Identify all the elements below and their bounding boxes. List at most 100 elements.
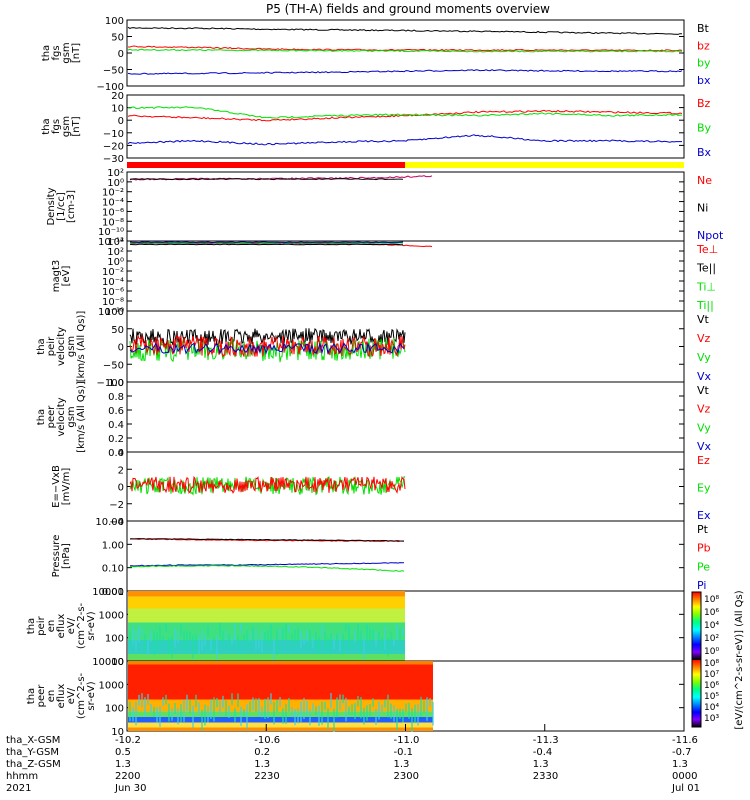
spectro-streak	[240, 623, 242, 634]
colorbar-tick: 10⁴	[704, 621, 719, 631]
colorbar-tick: 10⁶	[704, 608, 719, 618]
y-axis-label: [nT]	[71, 116, 82, 136]
spectro-band	[128, 722, 433, 728]
spectro-streak	[270, 624, 272, 646]
legend-pt: Pt	[697, 523, 709, 536]
spectro-streak	[192, 635, 194, 659]
panel-vi: 100 50 0 −50 −100 tha peir velocity gsm [km/s (Al…	[36, 307, 712, 389]
series-ez	[129, 475, 406, 494]
spectro-streak	[225, 630, 227, 641]
y-axis-label: eV/	[66, 617, 77, 634]
spectro-streak	[279, 697, 281, 707]
footer-value: 1.3	[254, 759, 270, 770]
y-tick-label: 10⁻⁸	[102, 297, 124, 308]
spectro-band	[128, 654, 405, 661]
colorbar-tick: 10⁸	[704, 659, 719, 669]
footer-value: 1.3	[533, 759, 549, 770]
y-tick-label: 0.10	[102, 564, 124, 575]
spectro-streak	[360, 697, 362, 719]
colorbar-tick: 10⁷	[704, 670, 719, 680]
spectro-streak	[267, 630, 269, 643]
footer-value: -11.0	[394, 735, 420, 746]
series-ti	[129, 242, 404, 244]
y-tick-label: 10⁻⁶	[102, 287, 124, 298]
spectro-streak	[240, 706, 242, 726]
y-axis-label: gsm	[66, 336, 77, 357]
spectro-streak	[318, 705, 320, 726]
spectro-streak	[147, 693, 149, 705]
footer-value: Jun 30	[114, 783, 147, 794]
spectro-streak	[156, 632, 158, 653]
spectro-streak	[345, 697, 347, 722]
spectro-streak	[171, 636, 173, 659]
y-axis-label: E=−VxB	[51, 465, 62, 508]
spectro-streak	[198, 636, 200, 654]
spectro-streak	[369, 627, 371, 649]
legend-te: Te||	[696, 262, 716, 275]
orbit-bar-red	[127, 162, 405, 168]
spectro-streak	[228, 705, 230, 718]
spectro-streak	[303, 636, 305, 645]
y-tick-label: 50	[111, 325, 124, 336]
spectro-streak	[396, 624, 398, 641]
spectro-streak	[333, 708, 335, 732]
colorbar-label: [eV/(cm^2-s-sr-eV)] (All Qs)	[734, 590, 745, 729]
spectro-streak	[369, 704, 371, 716]
spectro-streak	[195, 694, 197, 708]
spectro-streak	[165, 623, 167, 633]
spectro-streak	[255, 698, 257, 712]
legend-by: by	[697, 57, 711, 70]
panel-spec_i: 10000 1000 100 10 tha peir en eflux eV/(cm^2-s-s…	[26, 587, 685, 668]
spectro-streak	[204, 704, 206, 726]
legend-te: Te⊥	[696, 243, 718, 256]
spectro-streak	[177, 707, 179, 725]
spectro-streak	[306, 700, 308, 715]
y-tick-label: −50	[103, 66, 124, 77]
spectro-streak	[168, 703, 170, 722]
y-axis-label: eflux	[56, 684, 67, 709]
y-axis-label: velocity	[56, 327, 67, 366]
spectro-streak	[279, 628, 281, 640]
spectro-streak	[390, 631, 392, 641]
spectro-streak	[138, 694, 140, 706]
y-axis-label: gsm	[66, 406, 77, 427]
footer-row-label: tha_Z-GSM	[6, 759, 61, 770]
spectro-streak	[318, 636, 320, 655]
spectro-streak	[216, 635, 218, 660]
y-axis-label: eV/	[66, 687, 77, 704]
spectro-streak	[273, 702, 275, 725]
spectro-streak	[420, 696, 422, 717]
spectro-streak	[147, 638, 149, 656]
y-axis-label: [1/cc]	[56, 192, 67, 221]
spectro-streak	[174, 703, 176, 715]
series-by	[127, 48, 683, 53]
spectro-streak	[393, 639, 395, 647]
footer-row-label: 2021	[6, 783, 31, 794]
spectro-streak	[222, 630, 224, 644]
y-tick-label: −10	[103, 129, 124, 140]
spectro-streak	[327, 638, 329, 653]
spectro-streak	[201, 630, 203, 651]
spectro-streak	[144, 697, 146, 717]
footer-value: 0000	[672, 771, 697, 782]
spectro-streak	[393, 705, 395, 722]
footer-value: Jul 01	[671, 783, 700, 794]
spectro-streak	[192, 705, 194, 728]
footer-value: 0.5	[115, 747, 131, 758]
panel-density: 10²10⁰10⁻²10⁻⁴10⁻⁶10⁻⁸10⁻¹⁰10⁻¹²Density[…	[46, 168, 724, 248]
panel-fgs1: 100 50 0 −50 −100 tha fgs gsm [nT] Bt bz by bx	[41, 16, 711, 93]
spectro-streak	[177, 631, 179, 643]
colorbar-tick: 10⁶	[704, 681, 719, 691]
spectro-streak	[351, 637, 353, 649]
y-axis-label: velocity	[56, 397, 67, 436]
y-tick-label: 10⁰	[107, 257, 124, 268]
legend-ex: Ex	[697, 509, 711, 522]
y-tick-label: 10²	[107, 168, 124, 179]
spectro-streak	[312, 636, 314, 649]
spectro-streak	[417, 704, 419, 726]
spectro-streak	[246, 630, 248, 647]
series-vx	[129, 341, 405, 355]
spectro-streak	[375, 709, 377, 725]
